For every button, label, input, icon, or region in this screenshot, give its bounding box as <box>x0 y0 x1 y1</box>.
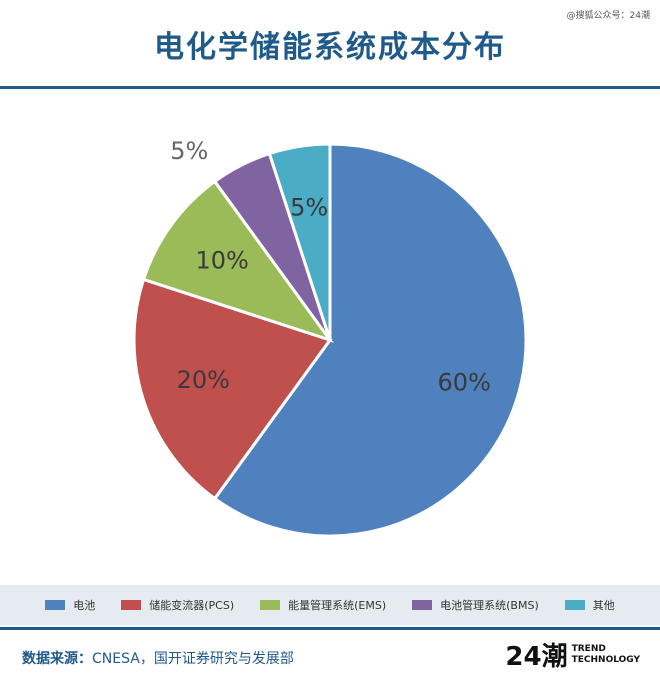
legend-item-ems: 能量管理系统(EMS) <box>260 597 386 613</box>
brand-line2: TECHNOLOGY <box>571 654 640 665</box>
legend-label: 电池 <box>73 599 96 612</box>
data-label-bms: 5% <box>170 137 208 165</box>
pie-slice-battery <box>212 142 528 538</box>
legend-label: 储能变流器(PCS) <box>149 599 235 612</box>
source-label: 数据来源： <box>22 651 92 667</box>
legend-item-other: 其他 <box>564 597 615 613</box>
legend-swatch <box>412 600 433 610</box>
legend-item-pcs: 储能变流器(PCS) <box>121 597 234 613</box>
data-label-pcs: 20% <box>177 366 230 394</box>
brand-logo: 24潮 TREND TECHNOLOGY <box>505 636 640 673</box>
legend-label: 能量管理系统(EMS) <box>288 599 387 612</box>
legend-swatch <box>260 600 281 610</box>
legend-label: 其他 <box>592 599 615 612</box>
pie-chart: 60% 20% 10% 5% 5% <box>132 137 528 538</box>
pie-slice-ems <box>141 179 334 343</box>
source-text: CNESA，国开证券研究与发展部 <box>92 651 294 667</box>
data-label-battery: 60% <box>438 369 491 397</box>
legend: 电池 储能变流器(PCS) 能量管理系统(EMS) 电池管理系统(BMS) 其他 <box>0 585 660 625</box>
footer-divider <box>0 627 660 630</box>
legend-label: 电池管理系统(BMS) <box>440 599 539 612</box>
legend-item-battery: 电池 <box>45 597 95 613</box>
pie-slice-pcs <box>132 277 333 501</box>
title-divider <box>0 86 660 89</box>
watermark: @搜狐公众号：24潮 <box>566 11 650 21</box>
legend-swatch <box>45 600 66 610</box>
pie-slice-other <box>267 142 332 341</box>
chart-title: 电化学储能系统成本分布 <box>154 30 506 65</box>
legend-swatch <box>121 600 142 610</box>
data-label-ems: 10% <box>196 247 249 275</box>
data-source: 数据来源：CNESA，国开证券研究与发展部 <box>22 648 294 668</box>
brand-text: TREND TECHNOLOGY <box>572 644 640 666</box>
legend-swatch <box>564 600 585 610</box>
data-label-other: 5% <box>290 193 328 221</box>
brand-mark: 24潮 <box>505 642 568 672</box>
legend-item-bms: 电池管理系统(BMS) <box>412 597 539 613</box>
brand-line1: TREND <box>571 643 606 654</box>
